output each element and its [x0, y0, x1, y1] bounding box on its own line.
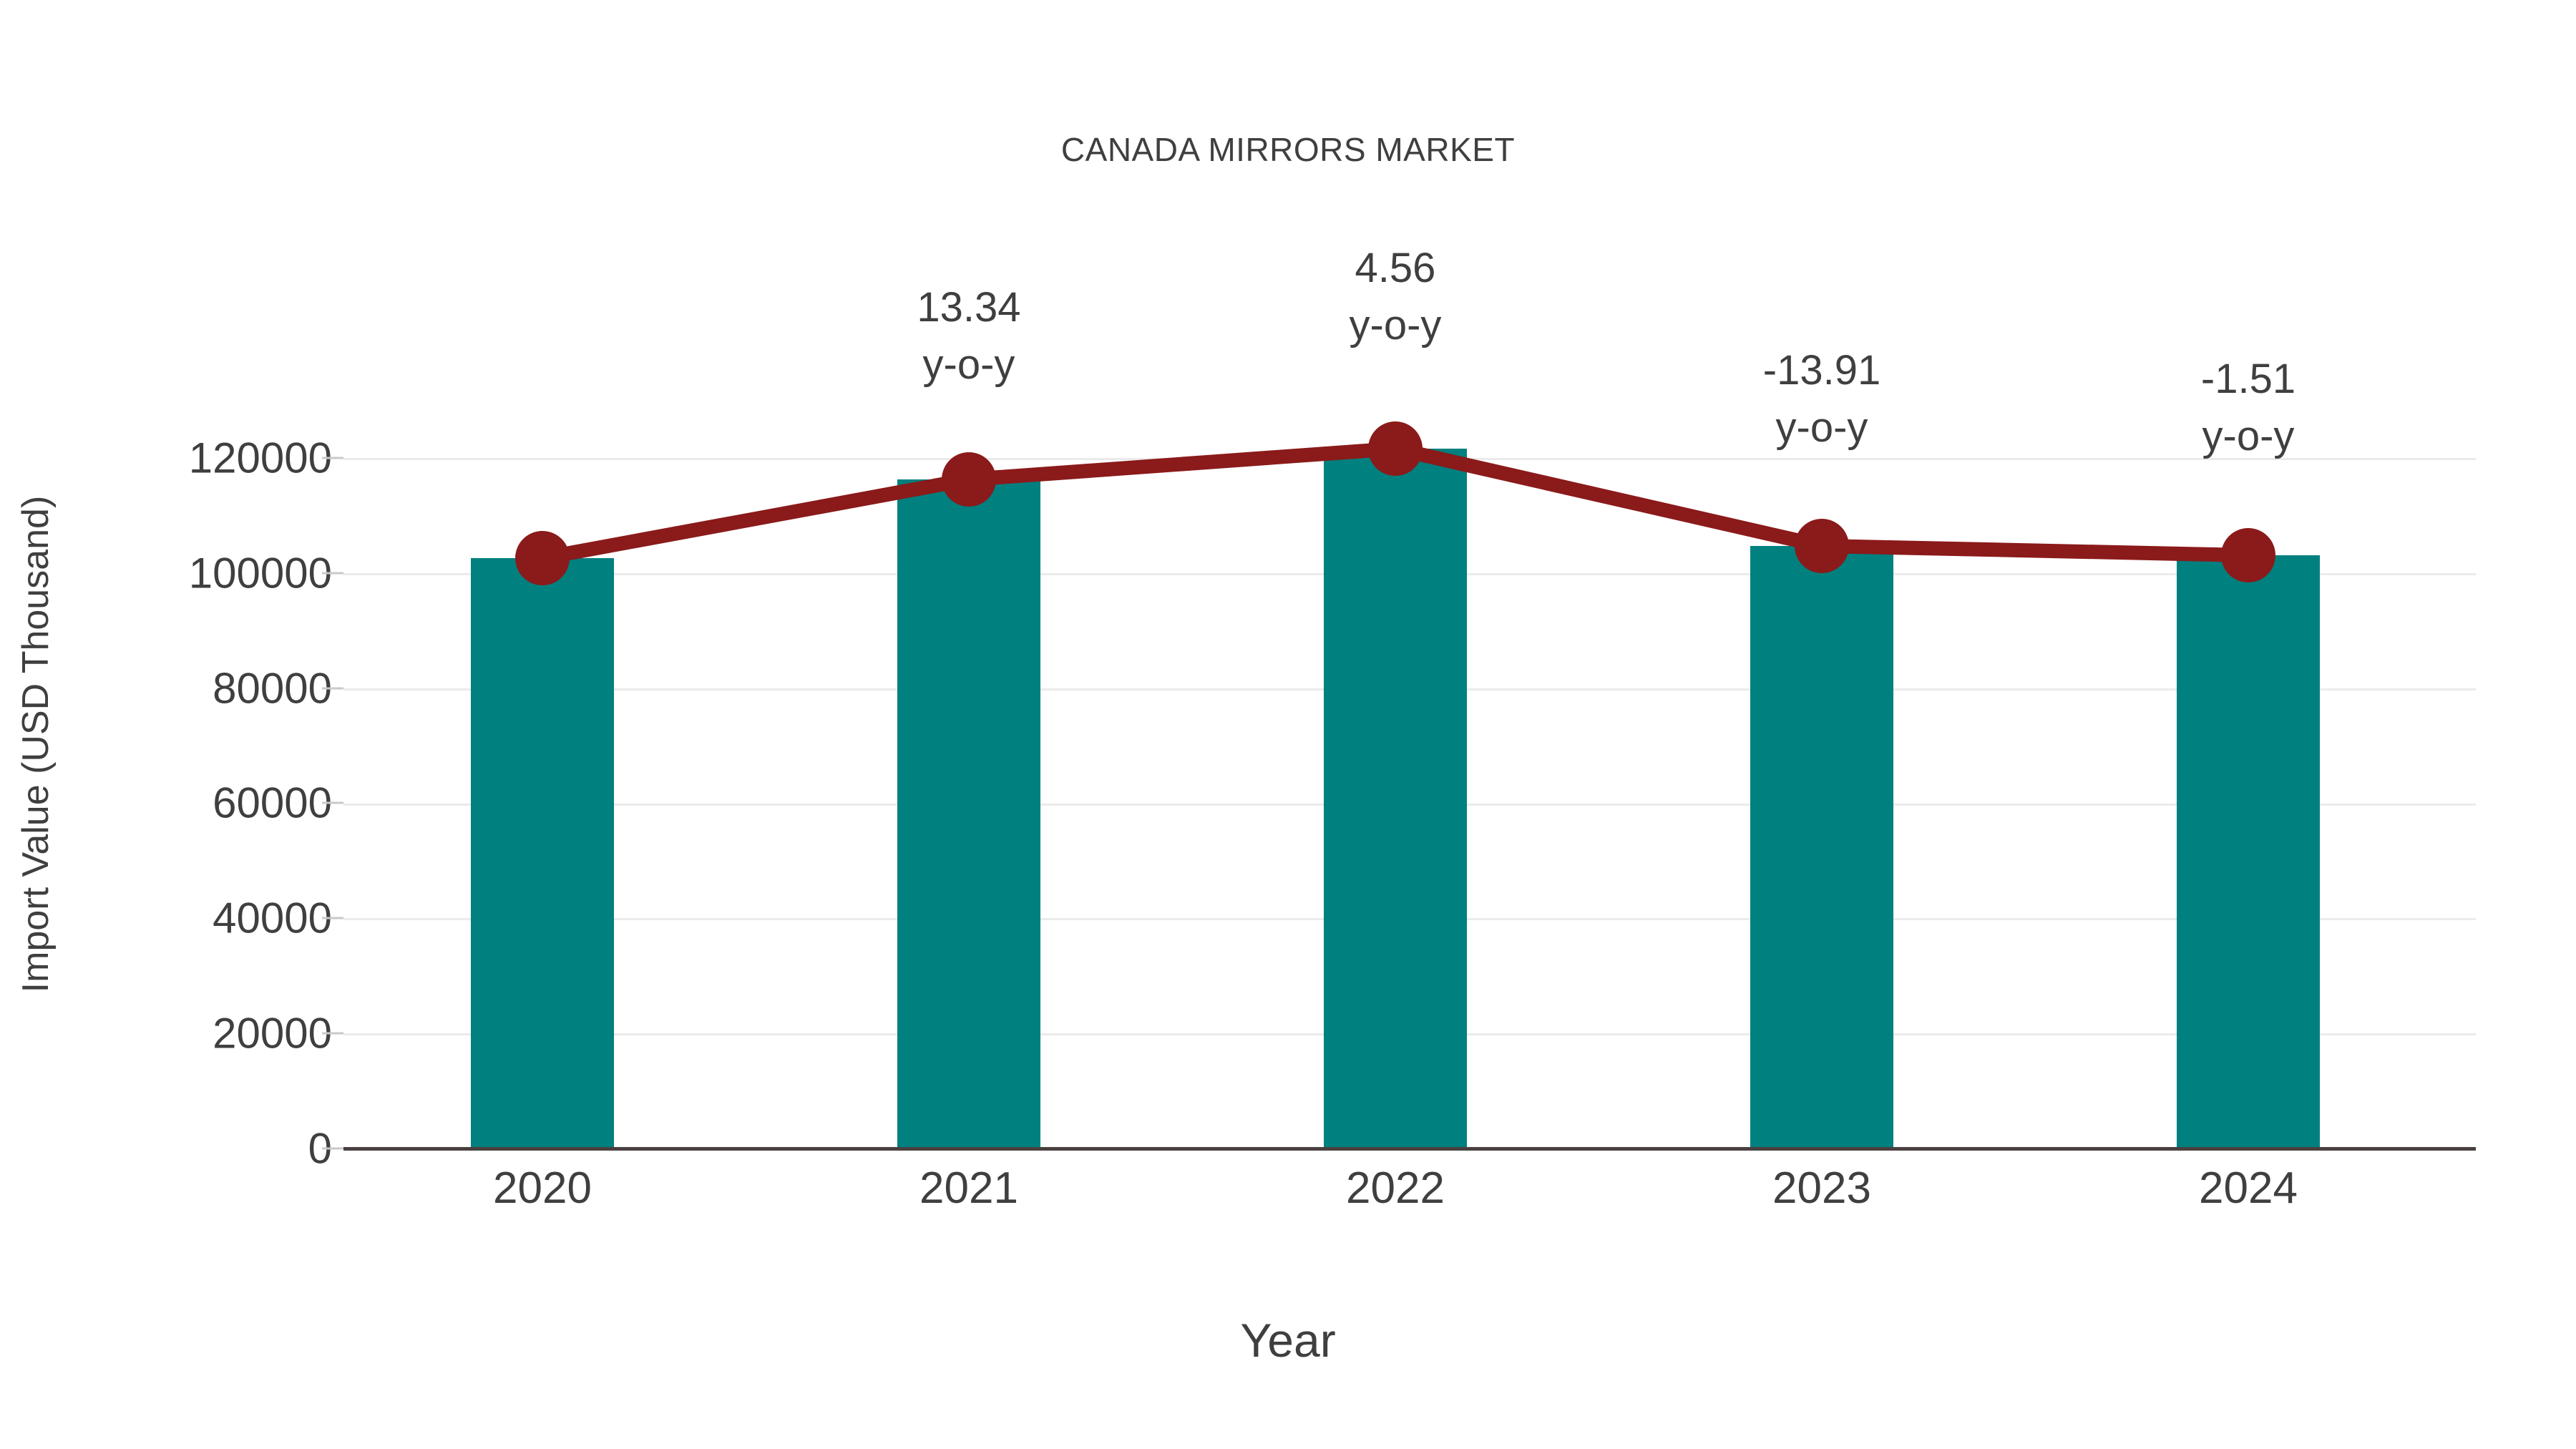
- bar-2024[interactable]: [2177, 555, 2320, 1148]
- bar-2022[interactable]: [1324, 449, 1467, 1148]
- plot-area: [343, 449, 2476, 1148]
- y-tick-label-60000: 60000: [213, 779, 332, 827]
- x-tick-label-2021: 2021: [919, 1163, 1018, 1213]
- annotation-2024: -1.51 y-o-y: [2084, 351, 2413, 465]
- y-tick-label-100000: 100000: [188, 549, 332, 597]
- y-tick-mark-100000: [322, 572, 343, 575]
- chart-title: CANADA MIRRORS MARKET: [1060, 131, 1516, 168]
- y-tick-mark-0: [322, 1147, 343, 1150]
- annotation-2024-value: -1.51: [2200, 356, 2296, 402]
- y-tick-label-20000: 20000: [213, 1009, 332, 1058]
- x-tick-label-2023: 2023: [1772, 1163, 1871, 1213]
- y-tick-mark-60000: [322, 801, 343, 804]
- bar-2020[interactable]: [471, 558, 614, 1148]
- y-axis-title: Import Value (USD Thousand): [15, 495, 57, 993]
- annotation-2023-unit: y-o-y: [1775, 404, 1868, 452]
- annotation-2022-value: 4.56: [1355, 245, 1436, 291]
- annotation-2021-value: 13.34: [917, 284, 1021, 331]
- y-tick-mark-120000: [322, 457, 343, 459]
- annotation-2021: 13.34 y-o-y: [804, 279, 1133, 394]
- annotation-2023-value: -13.91: [1762, 347, 1881, 394]
- bar-2023[interactable]: [1750, 546, 1893, 1148]
- x-tick-label-2020: 2020: [493, 1163, 592, 1213]
- annotation-2023: -13.91 y-o-y: [1657, 342, 1986, 457]
- bar-2021[interactable]: [897, 479, 1040, 1148]
- annotation-2022-unit: y-o-y: [1349, 302, 1442, 349]
- y-tick-mark-40000: [322, 917, 343, 919]
- annotation-2021-unit: y-o-y: [922, 341, 1015, 389]
- y-tick-mark-20000: [322, 1032, 343, 1035]
- y-tick-label-40000: 40000: [213, 894, 332, 942]
- annotation-2022: 4.56 y-o-y: [1231, 240, 1560, 354]
- x-axis-title: Year: [1240, 1314, 1336, 1367]
- x-tick-label-2024: 2024: [2199, 1163, 2298, 1213]
- annotation-2024-unit: y-o-y: [2202, 413, 2295, 460]
- y-tick-label-120000: 120000: [188, 434, 332, 482]
- y-tick-label-80000: 80000: [213, 664, 332, 713]
- x-axis-line: [343, 1147, 2476, 1151]
- x-tick-label-2022: 2022: [1346, 1163, 1445, 1213]
- y-tick-mark-80000: [322, 687, 343, 690]
